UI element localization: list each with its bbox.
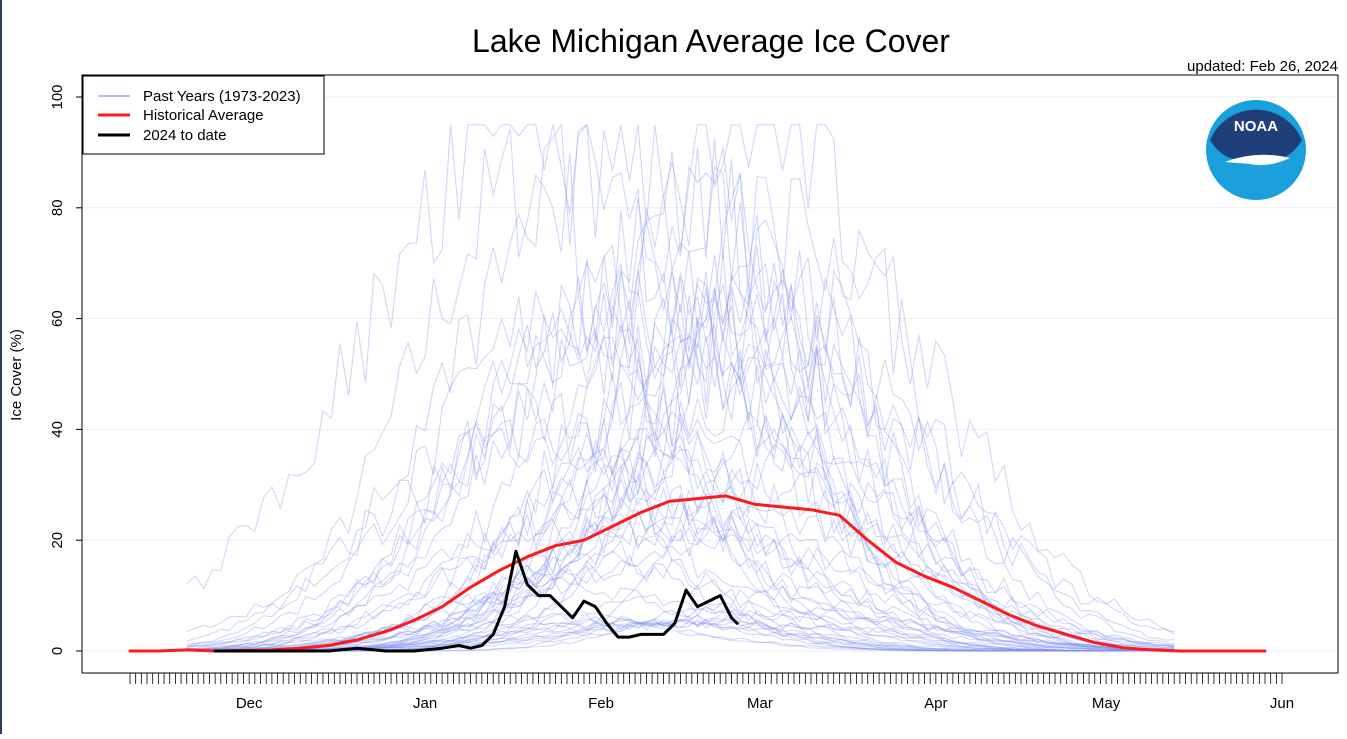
past-year-line <box>186 291 1175 652</box>
past-year-line <box>186 263 1175 652</box>
y-axis: 0 20 40 60 80 100 <box>49 84 82 655</box>
noaa-logo-band <box>1210 109 1302 160</box>
past-year-line <box>186 613 1175 652</box>
past-year-line <box>186 344 1175 652</box>
y-tick-label-100: 100 <box>49 84 66 109</box>
x-tick-label-jan: Jan <box>413 695 437 712</box>
series-lines <box>128 494 1267 653</box>
x-tick-label-apr: Apr <box>924 695 947 712</box>
legend-label-past-years: Past Years (1973-2023) <box>143 88 301 105</box>
y-tick-label-80: 80 <box>49 199 66 216</box>
past-year-line <box>186 124 1175 652</box>
noaa-logo-text: NOAA <box>1234 118 1278 135</box>
noaa-logo-bird <box>1225 154 1290 166</box>
past-year-line <box>186 294 1175 652</box>
plot-frame <box>81 74 1339 674</box>
x-axis: Dec Jan Feb Mar Apr May Jun <box>129 672 1294 712</box>
past-year-line <box>186 291 1175 652</box>
past-year-line <box>186 593 1175 652</box>
past-year-line <box>186 614 1175 652</box>
past-year-line <box>186 147 1175 652</box>
past-year-line <box>186 411 1175 652</box>
x-tick-label-feb: Feb <box>588 695 614 712</box>
past-year-line <box>186 336 1175 652</box>
past-year-line <box>186 412 1175 652</box>
y-tick-label-60: 60 <box>49 310 66 327</box>
past-years-lines <box>186 122 1175 652</box>
x-tick-label-mar: Mar <box>747 695 773 712</box>
past-year-line <box>186 198 1175 652</box>
y-tick-label-40: 40 <box>49 421 66 438</box>
y-tick-label-0: 0 <box>49 647 66 655</box>
past-year-line <box>186 288 1175 652</box>
x-tick-label-may: May <box>1092 695 1121 712</box>
past-year-line <box>186 483 1175 651</box>
chart-title: Lake Michigan Average Ice Cover <box>472 23 950 59</box>
y-tick-label-20: 20 <box>49 532 66 549</box>
legend-label-2024: 2024 to date <box>143 127 226 144</box>
past-year-line <box>186 412 1175 649</box>
past-year-line <box>186 218 1175 652</box>
noaa-logo: NOAA <box>1206 100 1306 200</box>
window-edge <box>0 0 2 734</box>
past-year-line <box>186 122 1175 650</box>
x-tick-label-jun: Jun <box>1270 695 1294 712</box>
grid-lines <box>83 96 1337 652</box>
past-year-line <box>186 584 1175 652</box>
past-year-line <box>186 387 1175 652</box>
x-tick-label-dec: Dec <box>236 695 263 712</box>
past-year-line <box>186 510 1175 651</box>
past-year-line <box>186 305 1175 652</box>
legend-label-historical-average: Historical Average <box>143 107 264 124</box>
past-year-line <box>186 123 1175 652</box>
past-year-line <box>186 281 1175 652</box>
y-axis-label: Ice Cover (%) <box>8 329 25 421</box>
updated-label: updated: Feb 26, 2024 <box>1187 58 1338 75</box>
legend: Past Years (1973-2023) Historical Averag… <box>82 75 325 155</box>
past-year-line <box>186 175 1175 652</box>
past-year-line <box>186 166 1175 647</box>
past-year-line <box>186 444 1175 652</box>
past-year-line <box>186 512 1175 652</box>
past-year-line <box>186 127 1175 652</box>
past-year-line <box>186 273 1175 651</box>
series-line-2024 <box>213 549 739 653</box>
series-line-historical-average <box>128 494 1267 653</box>
past-year-line <box>186 608 1175 652</box>
